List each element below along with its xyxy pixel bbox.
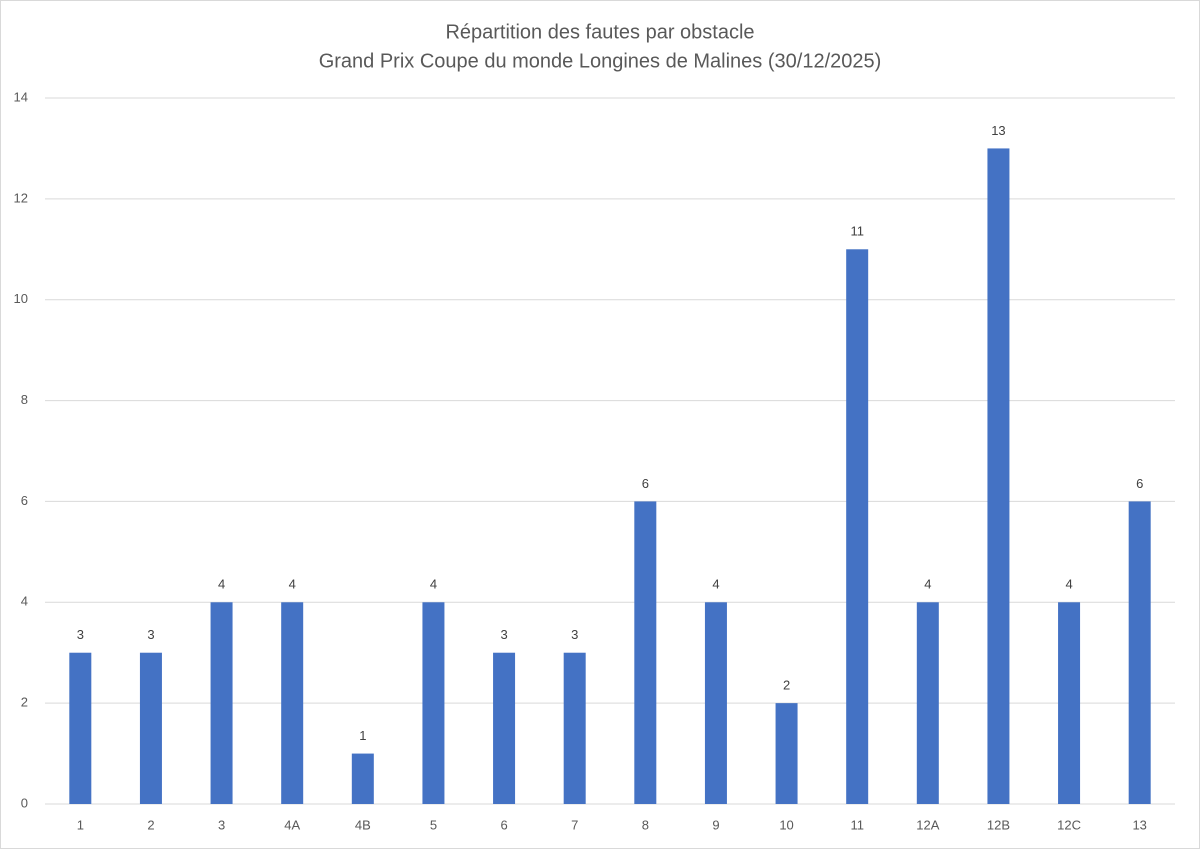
x-tick-label: 8 <box>642 817 649 832</box>
data-label: 3 <box>571 627 578 642</box>
y-tick-label: 2 <box>21 695 28 710</box>
data-label: 3 <box>500 627 507 642</box>
data-label: 4 <box>712 577 719 592</box>
x-tick-label: 7 <box>571 817 578 832</box>
x-tick-label: 4B <box>355 817 371 832</box>
data-label: 6 <box>642 476 649 491</box>
y-tick-label: 14 <box>14 89 28 104</box>
data-label: 11 <box>850 224 864 239</box>
data-label: 4 <box>289 577 296 592</box>
data-label: 13 <box>991 123 1005 138</box>
data-label: 3 <box>77 627 84 642</box>
data-label: 6 <box>1136 476 1143 491</box>
x-tick-label: 6 <box>500 817 507 832</box>
bar <box>563 652 586 804</box>
bar <box>846 249 869 805</box>
data-label: 3 <box>147 627 154 642</box>
x-tick-label: 12A <box>916 817 939 832</box>
y-tick-label: 6 <box>21 493 28 508</box>
x-tick-label: 3 <box>218 817 225 832</box>
x-tick-label: 4A <box>284 817 300 832</box>
x-tick-label: 9 <box>712 817 719 832</box>
y-tick-label: 0 <box>21 795 28 810</box>
bar <box>493 652 516 804</box>
y-tick-label: 10 <box>14 291 28 306</box>
x-tick-label: 2 <box>147 817 154 832</box>
bar <box>351 753 374 804</box>
chart-subtitle: Grand Prix Coupe du monde Longines de Ma… <box>319 50 882 72</box>
bar <box>704 602 727 804</box>
bar <box>139 652 162 804</box>
data-label: 2 <box>783 678 790 693</box>
data-label: 4 <box>430 577 437 592</box>
bar <box>422 602 445 804</box>
bar <box>281 602 304 804</box>
bar <box>987 148 1010 804</box>
bar <box>1058 602 1081 804</box>
y-tick-label: 4 <box>21 594 28 609</box>
x-tick-label: 11 <box>850 817 864 832</box>
data-label: 4 <box>1065 577 1072 592</box>
bar <box>210 602 233 804</box>
x-tick-label: 10 <box>779 817 793 832</box>
bar <box>1128 501 1151 804</box>
bar <box>916 602 939 804</box>
bar <box>69 652 92 804</box>
x-tick-label: 1 <box>77 817 84 832</box>
x-tick-label: 12C <box>1057 817 1081 832</box>
data-label: 4 <box>924 577 931 592</box>
chart-title: Répartition des fautes par obstacle <box>445 21 754 43</box>
x-tick-label: 13 <box>1132 817 1146 832</box>
x-tick-label: 12B <box>987 817 1010 832</box>
x-tick-label: 5 <box>430 817 437 832</box>
y-tick-label: 12 <box>14 190 28 205</box>
bar <box>775 703 798 804</box>
y-tick-label: 8 <box>21 392 28 407</box>
data-label: 4 <box>218 577 225 592</box>
data-label: 1 <box>359 728 366 743</box>
bar <box>634 501 657 804</box>
